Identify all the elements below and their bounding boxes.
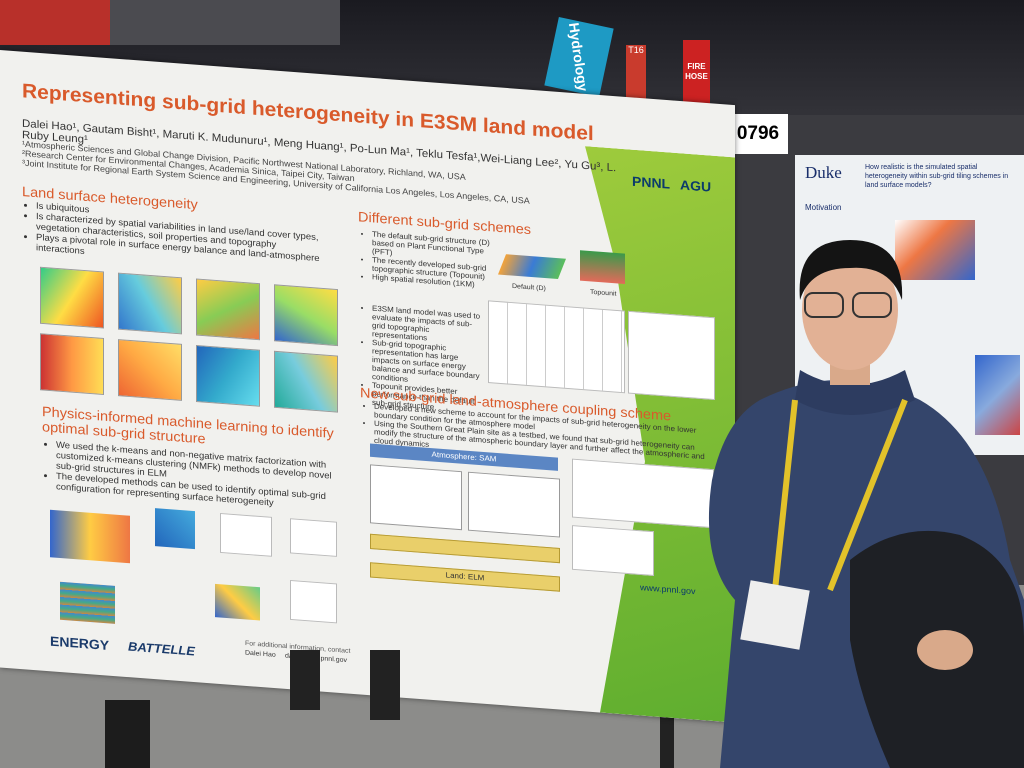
lanyard — [772, 398, 908, 592]
red-panel — [0, 0, 110, 45]
legs — [290, 650, 320, 710]
glasses — [852, 292, 892, 318]
hair — [799, 240, 903, 300]
neighbor-title: How realistic is the simulated spatial h… — [865, 164, 1009, 189]
duke-logo: Duke — [805, 163, 842, 182]
glasses — [804, 292, 844, 318]
legs — [370, 650, 400, 720]
booth-text: 0796 — [736, 123, 780, 144]
fire-hose-sign: FIRE HOSE — [683, 40, 710, 108]
legs — [105, 700, 150, 768]
hood — [795, 370, 915, 415]
booth-number: 0796 — [728, 114, 788, 154]
sign-text: T16 — [628, 45, 644, 55]
neighbor-figure — [975, 355, 1020, 435]
sign-text: FIRE HOSE — [685, 62, 708, 81]
hand — [917, 630, 973, 670]
wall — [110, 0, 340, 45]
neighbor-figure — [895, 220, 975, 280]
badge — [740, 580, 810, 650]
face — [802, 250, 898, 370]
aisle-sign: T16 — [626, 45, 646, 103]
neighbor-heading: Motivation — [805, 203, 842, 212]
